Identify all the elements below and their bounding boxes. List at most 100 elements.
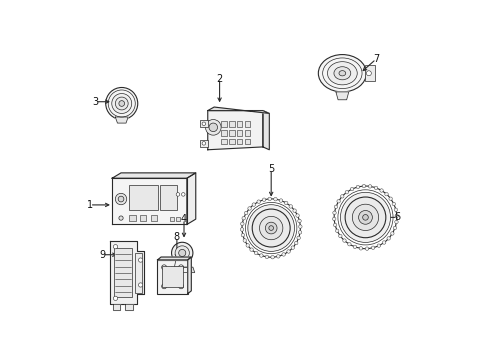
Circle shape [254, 251, 257, 255]
Text: 5: 5 [267, 164, 274, 174]
Circle shape [388, 197, 391, 201]
Text: 6: 6 [394, 212, 400, 222]
Circle shape [284, 201, 287, 205]
Circle shape [259, 254, 263, 257]
Circle shape [298, 230, 301, 234]
Circle shape [332, 211, 336, 215]
Circle shape [334, 205, 337, 208]
Bar [114, 248, 132, 297]
Circle shape [340, 195, 343, 198]
Bar [237, 121, 242, 127]
Bar [169, 217, 174, 221]
Circle shape [249, 248, 253, 251]
Circle shape [384, 193, 387, 196]
Bar [237, 139, 242, 144]
Bar [229, 130, 234, 135]
Bar [160, 185, 177, 210]
Ellipse shape [338, 71, 345, 76]
Polygon shape [186, 173, 195, 225]
Circle shape [240, 228, 244, 231]
Circle shape [176, 193, 180, 196]
Polygon shape [113, 303, 120, 310]
Circle shape [244, 211, 247, 215]
Circle shape [292, 209, 296, 212]
Circle shape [208, 123, 217, 132]
Circle shape [282, 253, 285, 256]
Circle shape [245, 244, 249, 247]
Circle shape [394, 220, 397, 224]
Circle shape [118, 196, 123, 202]
Circle shape [391, 202, 395, 206]
Bar [129, 215, 135, 221]
Circle shape [205, 120, 221, 135]
Circle shape [340, 192, 390, 242]
Text: 7: 7 [372, 54, 379, 64]
Circle shape [202, 122, 205, 126]
Circle shape [366, 71, 370, 76]
Circle shape [290, 246, 294, 249]
Circle shape [393, 208, 397, 211]
Circle shape [350, 187, 353, 191]
Circle shape [295, 214, 299, 217]
Circle shape [362, 184, 365, 188]
Circle shape [296, 236, 300, 240]
Polygon shape [110, 242, 143, 303]
Polygon shape [207, 107, 269, 113]
Circle shape [335, 229, 338, 233]
Circle shape [379, 189, 383, 192]
Circle shape [181, 193, 184, 196]
Circle shape [333, 223, 336, 227]
Polygon shape [115, 117, 128, 123]
Circle shape [265, 222, 277, 234]
Bar [157, 260, 187, 294]
Polygon shape [174, 260, 190, 267]
Bar [229, 139, 234, 144]
Circle shape [288, 205, 292, 208]
Bar [135, 252, 142, 293]
Polygon shape [207, 111, 263, 150]
Polygon shape [169, 267, 194, 273]
Circle shape [241, 233, 244, 237]
Bar [176, 217, 180, 221]
Circle shape [175, 246, 189, 260]
Bar [244, 130, 250, 135]
Circle shape [273, 197, 277, 201]
Circle shape [347, 243, 350, 246]
Circle shape [202, 141, 205, 145]
Bar [140, 215, 146, 221]
Bar [244, 139, 250, 144]
Circle shape [256, 200, 260, 203]
Circle shape [112, 94, 131, 113]
Circle shape [259, 216, 282, 240]
Circle shape [392, 226, 396, 230]
Text: 4: 4 [181, 214, 187, 224]
Circle shape [105, 87, 138, 120]
Bar [150, 215, 157, 221]
Circle shape [138, 283, 142, 287]
Circle shape [270, 256, 274, 259]
Text: 1: 1 [86, 200, 93, 210]
Polygon shape [112, 178, 186, 225]
Circle shape [178, 249, 185, 257]
Ellipse shape [333, 67, 350, 80]
Circle shape [298, 225, 302, 228]
Bar [221, 121, 226, 127]
Circle shape [355, 185, 359, 189]
Polygon shape [263, 111, 269, 150]
Circle shape [247, 207, 251, 210]
Circle shape [264, 255, 268, 258]
Bar [229, 121, 234, 127]
Circle shape [365, 247, 368, 250]
Polygon shape [335, 92, 348, 100]
Bar [200, 140, 207, 147]
Circle shape [297, 219, 301, 223]
Circle shape [338, 234, 341, 238]
Circle shape [268, 226, 273, 230]
Circle shape [113, 296, 118, 301]
Circle shape [178, 265, 183, 270]
Circle shape [178, 284, 183, 289]
Circle shape [358, 211, 371, 224]
Bar [129, 185, 157, 210]
Text: 2: 2 [216, 73, 222, 84]
Circle shape [113, 244, 118, 249]
